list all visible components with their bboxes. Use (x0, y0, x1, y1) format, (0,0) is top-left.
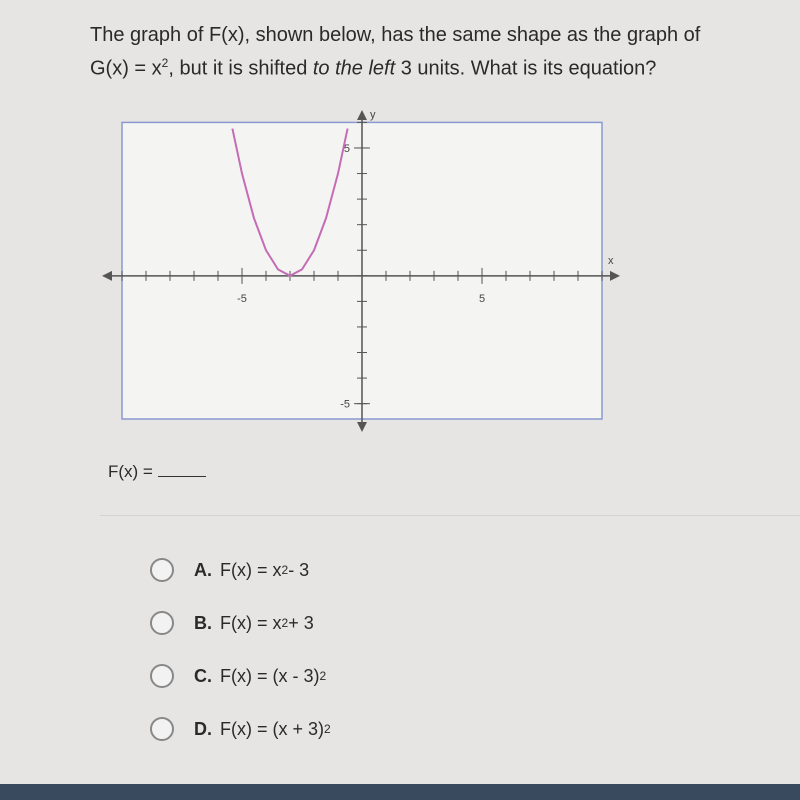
exponent: 2 (319, 669, 327, 683)
arrow (357, 422, 367, 432)
question-line: G(x) = x2, but it is shifted to the left… (90, 56, 656, 81)
exponent: 2 (281, 563, 289, 577)
exponent: 2 (161, 56, 169, 70)
expression: F(x) = (x + 3) (220, 718, 325, 739)
radio[interactable] (150, 717, 174, 741)
expression: + 3 (288, 612, 314, 633)
text: to the left (312, 57, 396, 80)
radio[interactable] (150, 558, 174, 582)
question-line: The graph of F(x), shown below, has the … (90, 24, 701, 46)
radio[interactable] (150, 664, 174, 688)
answer-prompt: F(x) = (108, 462, 206, 482)
radio[interactable] (150, 611, 174, 635)
expression: F(x) = x (220, 559, 282, 580)
option-letter: A. (194, 559, 212, 580)
axis-label: y (370, 110, 376, 121)
curve (231, 128, 349, 277)
axis-label: x (608, 255, 614, 267)
divider (100, 515, 800, 516)
option-letter: C. (194, 665, 212, 686)
x-tick-label: 5 (479, 293, 485, 305)
y-tick-label: 5 (344, 143, 350, 155)
taskbar (0, 784, 800, 800)
option-letter: B. (194, 612, 212, 633)
text: 3 units. What is its equation? (395, 57, 657, 80)
arrow (610, 270, 620, 281)
arrow (357, 110, 367, 120)
x-tick-label: -5 (237, 293, 247, 305)
text: G(x) = x (90, 57, 162, 80)
option[interactable]: D. F(x) = (x + 3) 2 (150, 717, 331, 741)
y-tick-label: -5 (340, 399, 350, 411)
exponent: 2 (324, 722, 331, 736)
text: , but it is shifted (168, 57, 313, 80)
option-letter: D. (194, 718, 212, 739)
graph: x y -5 5 -5 5 (102, 110, 620, 432)
exponent: 2 (281, 616, 289, 630)
expression: F(x) = x (220, 612, 282, 633)
answer-blank[interactable] (157, 476, 206, 477)
arrow (102, 270, 112, 281)
expression: F(x) = (x - 3) (220, 665, 320, 686)
option[interactable]: C. F(x) = (x - 3) 2 (150, 664, 326, 688)
prompt: F(x) = (108, 462, 153, 481)
expression: - 3 (288, 559, 310, 580)
